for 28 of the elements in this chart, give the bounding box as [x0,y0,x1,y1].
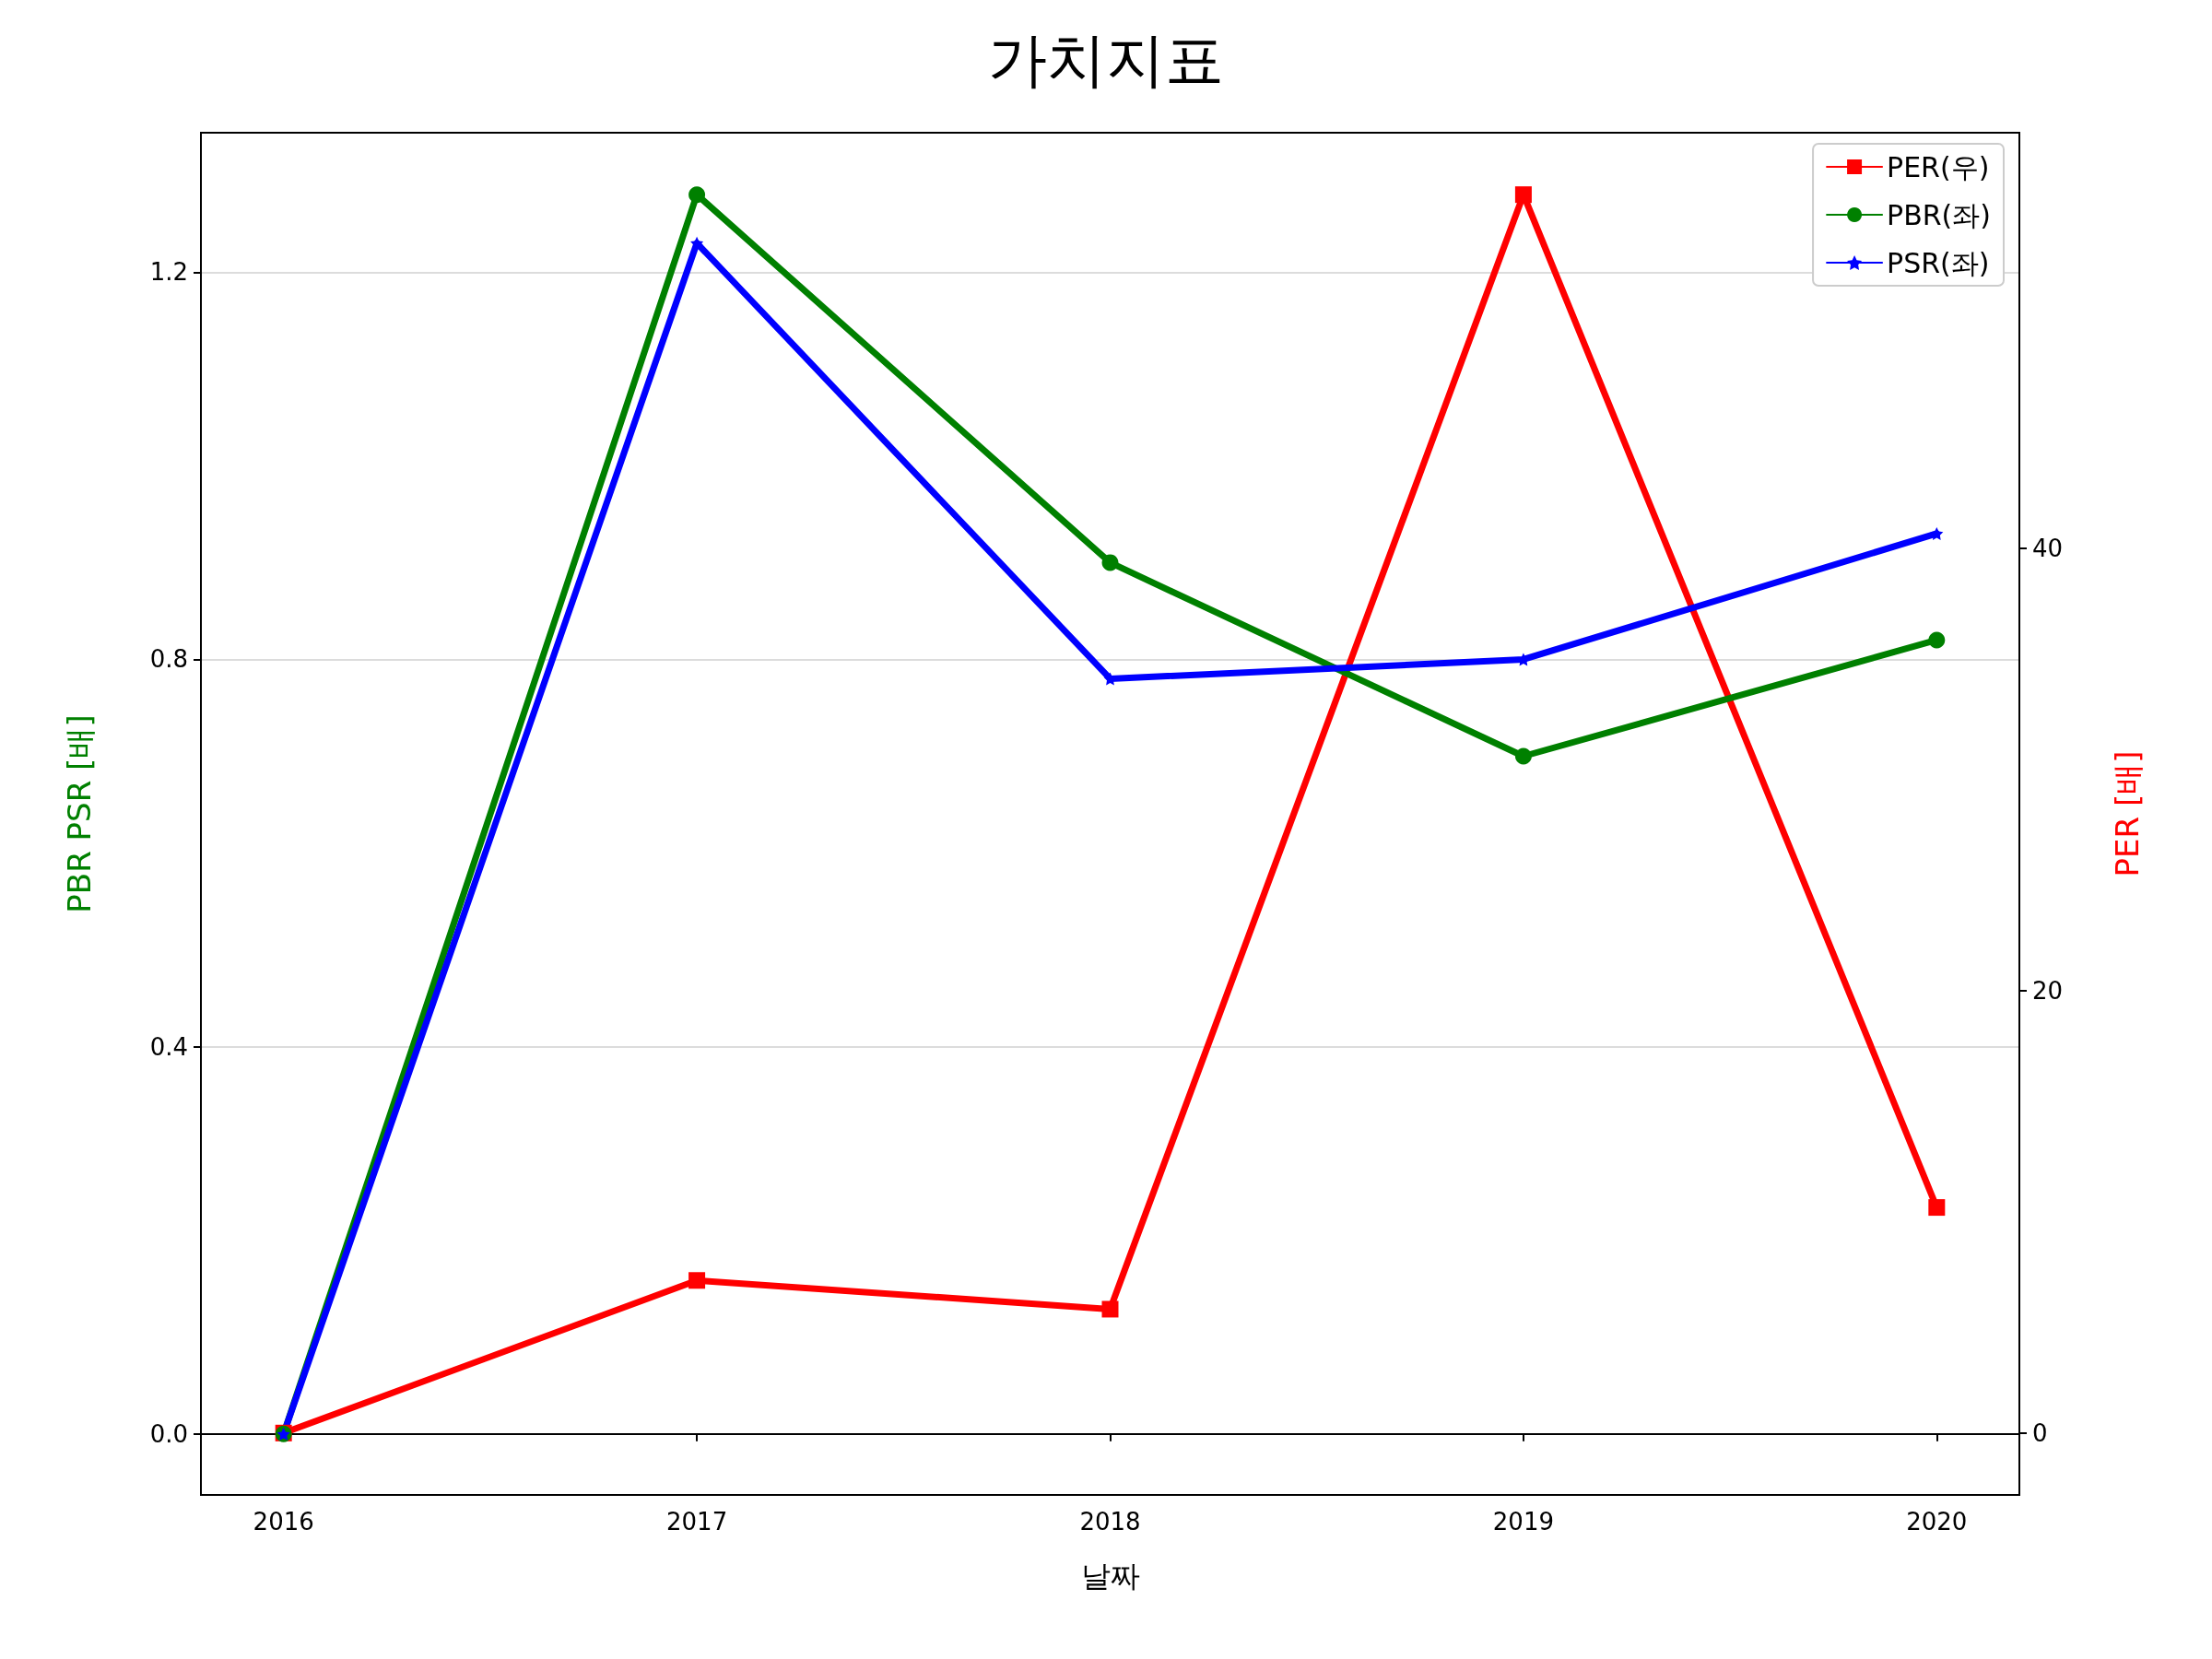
x-tick-label: 2019 [1492,1508,1554,1535]
point [1514,186,1532,204]
point [688,186,706,204]
y2-tick-label: 0 [2032,1418,2048,1447]
point [688,1272,706,1289]
x-axis-title: 날짜 [1080,1559,1140,1594]
legend-label: PBR(좌) [1887,198,1992,231]
y-tick-label: 1.2 [149,258,188,287]
y-axis-title: PBR PSR [배] [61,714,98,913]
legend-label: PER(우) [1887,150,1990,183]
y2-tick-label: 20 [2032,976,2064,1005]
point [1928,631,1946,649]
x-tick-label: 2017 [666,1508,728,1535]
chart-title: 가치지표 [988,26,1224,94]
legend-label: PSR(좌) [1887,246,1990,279]
y2-tick-label: 40 [2032,535,2064,563]
x-tick-label: 2020 [1906,1508,1968,1535]
point [1101,1300,1119,1318]
point [1928,1199,1946,1217]
point [1514,747,1532,765]
y-tick-label: 0.0 [149,1419,188,1448]
x-tick-label: 2016 [253,1508,314,1535]
x-tick-label: 2018 [1079,1508,1141,1535]
point [1101,554,1119,571]
point [1930,526,1944,540]
y-tick-label: 0.8 [149,645,188,674]
y-tick-label: 0.4 [149,1032,188,1061]
y2-axis-title: PER [배] [2109,750,2146,877]
